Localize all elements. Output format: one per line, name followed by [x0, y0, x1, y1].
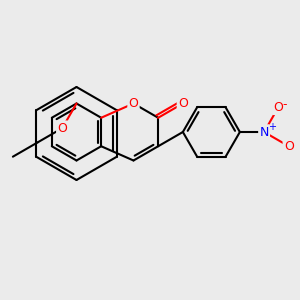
Text: +: +	[268, 122, 276, 132]
Text: O: O	[57, 122, 67, 135]
Text: N: N	[260, 125, 269, 139]
Text: O: O	[129, 97, 138, 110]
Text: -: -	[282, 98, 286, 111]
Text: O: O	[273, 101, 283, 114]
Text: O: O	[284, 140, 294, 153]
Text: O: O	[178, 97, 188, 110]
